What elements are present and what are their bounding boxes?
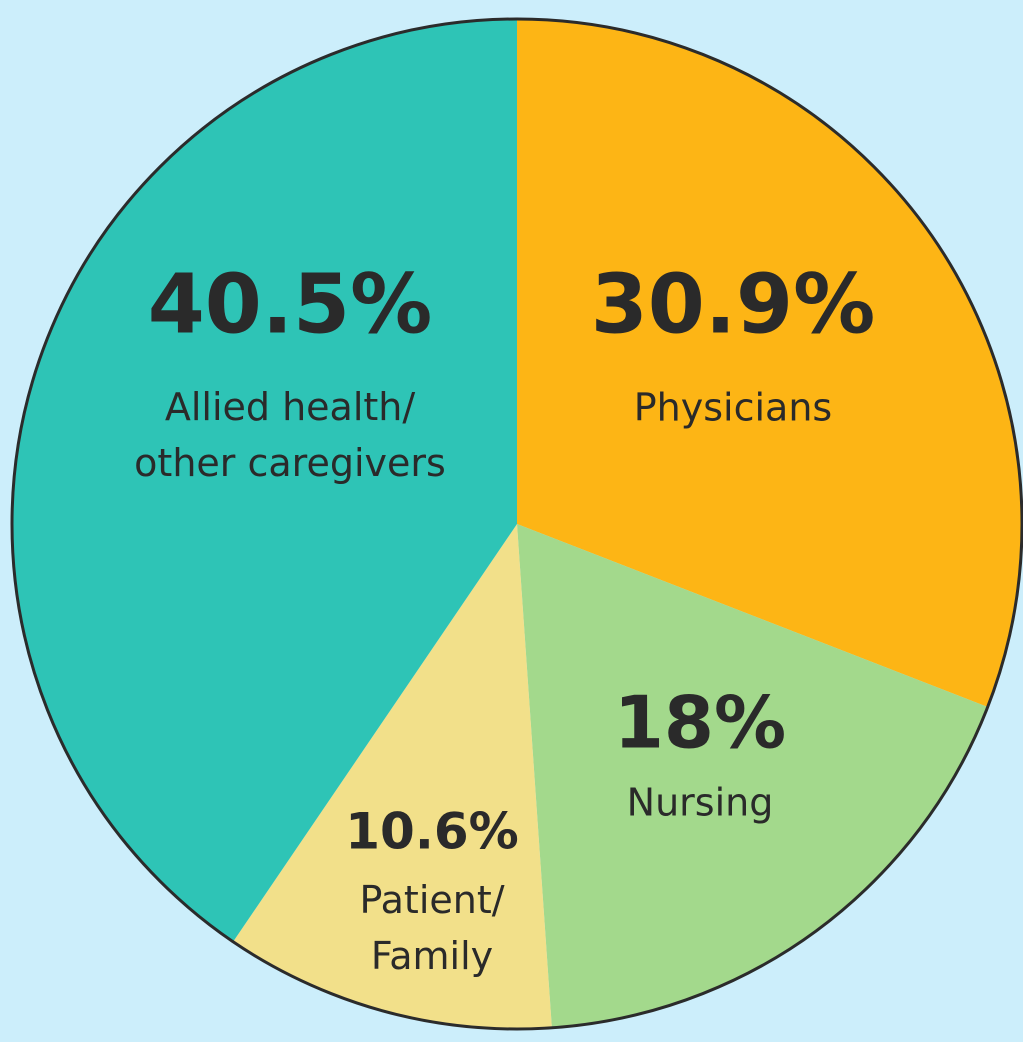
pie-outline — [10, 17, 1023, 1031]
value-label: 18% — [614, 681, 786, 765]
slice-label: Nursing — [627, 781, 774, 825]
slice-label: Allied health/other caregivers — [134, 385, 446, 485]
pie-slice — [233, 524, 552, 1029]
pie-slice — [11, 19, 517, 942]
value-label: 40.5% — [148, 257, 432, 352]
slice-label: Patient/Family — [359, 878, 504, 978]
value-label: 30.9% — [591, 257, 875, 352]
slice-label: Physicians — [634, 386, 832, 430]
value-label: 10.6% — [345, 803, 518, 861]
pie-slice — [517, 524, 988, 1028]
